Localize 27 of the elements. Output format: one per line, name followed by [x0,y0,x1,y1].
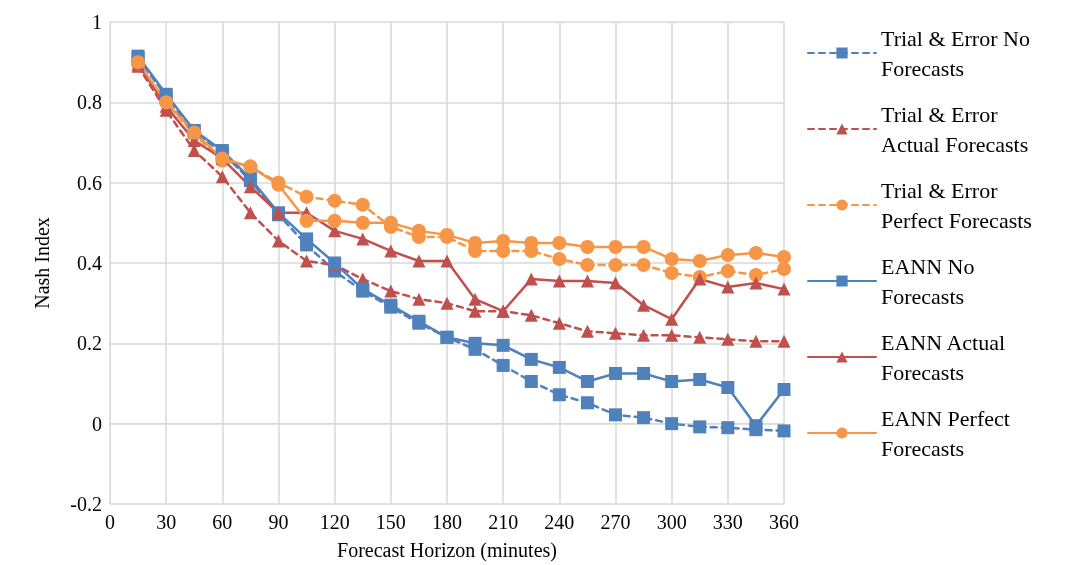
x-tick-label: 120 [319,511,350,533]
x-tick-label: 330 [712,511,743,533]
legend-label: Trial & Error Actual Forecasts [881,101,1029,157]
x-tick-label: 240 [544,511,575,533]
y-tick-label: 1 [92,11,102,33]
x-tick-label: 150 [375,511,406,533]
x-tick-label: 180 [432,511,462,533]
x-tick-label: 300 [656,511,687,533]
x-tick-label: 360 [769,511,799,533]
legend-label: EANN Actual Forecasts [881,329,1011,385]
y-tick-label: 0.4 [77,252,102,274]
y-axis-title: Nash Index [31,217,53,309]
y-tick-label: 0.2 [77,332,102,355]
legend-label: Trial & Error No Forecasts [881,25,1036,81]
x-tick-label: 270 [600,511,631,533]
legend-label: Trial & Error Perfect Forecasts [881,177,1032,233]
y-tick-label: 0.8 [77,91,102,114]
x-tick-label: 30 [156,511,177,533]
x-tick-label: 90 [268,511,289,533]
x-tick-label: 210 [488,511,519,533]
y-tick-label: 0 [92,412,102,435]
legend-label: EANN No Forecasts [881,253,980,309]
legend-label: EANN Perfect Forecasts [881,405,1016,461]
y-tick-label: -0.2 [70,493,102,515]
y-tick-label: 0.6 [77,171,102,194]
x-tick-label: 60 [212,511,233,533]
x-axis-title: Forecast Horizon (minutes) [337,539,557,562]
